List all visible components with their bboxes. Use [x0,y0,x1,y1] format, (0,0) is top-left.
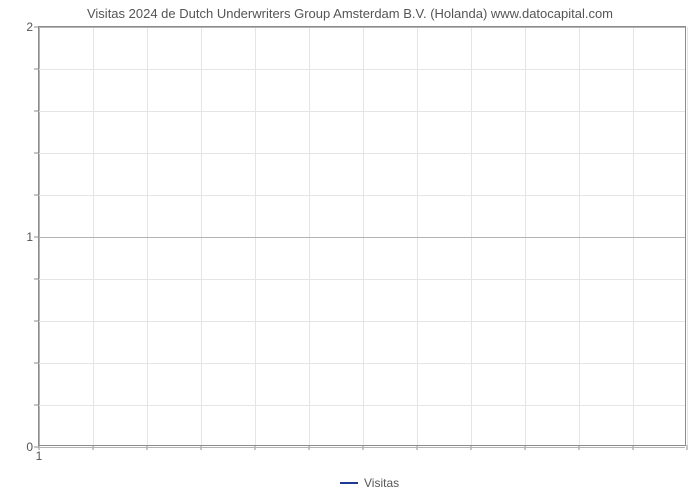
ytick-mark [34,111,39,112]
gridline-vertical [579,27,580,445]
gridline-vertical [255,27,256,445]
ytick-label: 2 [26,20,39,34]
chart-container: Visitas 2024 de Dutch Underwriters Group… [0,0,700,500]
ytick-mark [34,69,39,70]
legend-swatch [340,482,358,484]
legend: Visitas [340,476,399,490]
gridline-horizontal [39,195,685,196]
gridline-vertical [309,27,310,445]
ytick-mark [34,195,39,196]
gridline-vertical [147,27,148,445]
gridline-horizontal [39,405,685,406]
gridline-vertical [201,27,202,445]
gridline-vertical [417,27,418,445]
chart-title: Visitas 2024 de Dutch Underwriters Group… [0,6,700,21]
gridline-horizontal [39,69,685,70]
ytick-label: 1 [26,230,39,244]
ytick-mark [34,321,39,322]
gridline-horizontal [39,363,685,364]
gridline-vertical [471,27,472,445]
gridline-vertical [363,27,364,445]
plot-area: 1012 [38,26,686,446]
gridline-horizontal [39,447,685,448]
gridline-vertical [93,27,94,445]
gridline-horizontal [39,27,685,28]
gridline-vertical [525,27,526,445]
gridline-horizontal [39,321,685,322]
ytick-mark [34,153,39,154]
ytick-label: 0 [26,440,39,454]
gridline-vertical [687,27,688,445]
gridline-vertical [633,27,634,445]
gridline-horizontal [39,237,685,238]
ytick-mark [34,363,39,364]
ytick-mark [34,279,39,280]
gridline-horizontal [39,153,685,154]
ytick-mark [34,405,39,406]
gridline-horizontal [39,111,685,112]
legend-label: Visitas [364,476,399,490]
gridline-horizontal [39,279,685,280]
xtick-mark [687,445,688,450]
gridline-vertical [39,27,40,445]
